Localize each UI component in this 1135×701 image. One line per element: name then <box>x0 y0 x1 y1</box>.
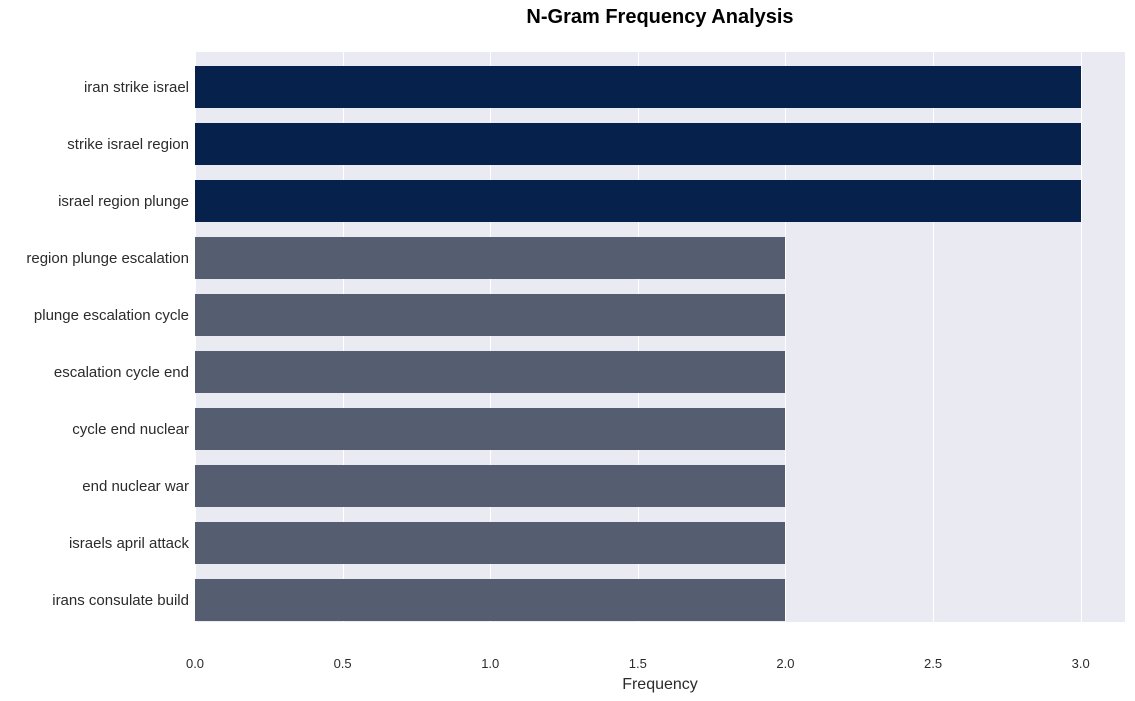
x-tick-label: 0.0 <box>186 656 204 671</box>
bar <box>195 522 785 564</box>
y-tick-label: irans consulate build <box>0 592 189 609</box>
y-tick-label: plunge escalation cycle <box>0 307 189 324</box>
x-tick-label: 1.0 <box>481 656 499 671</box>
plot-area <box>195 36 1125 646</box>
x-tick-label: 2.0 <box>776 656 794 671</box>
y-tick-label: strike israel region <box>0 136 189 153</box>
y-tick-label: escalation cycle end <box>0 364 189 381</box>
bar <box>195 66 1081 108</box>
x-tick-label: 2.5 <box>924 656 942 671</box>
y-tick-label: region plunge escalation <box>0 250 189 267</box>
bar <box>195 123 1081 165</box>
bar <box>195 351 785 393</box>
y-tick-label: israel region plunge <box>0 193 189 210</box>
y-tick-label: cycle end nuclear <box>0 421 189 438</box>
bar <box>195 465 785 507</box>
x-tick-label: 0.5 <box>334 656 352 671</box>
x-tick-label: 1.5 <box>629 656 647 671</box>
y-tick-label: iran strike israel <box>0 79 189 96</box>
bar <box>195 294 785 336</box>
bar <box>195 579 785 621</box>
x-axis-title: Frequency <box>195 676 1125 694</box>
x-gridline <box>1081 36 1082 646</box>
bar <box>195 237 785 279</box>
chart-title: N-Gram Frequency Analysis <box>195 6 1125 29</box>
bar <box>195 408 785 450</box>
bar <box>195 180 1081 222</box>
x-tick-label: 3.0 <box>1072 656 1090 671</box>
ngram-chart: N-Gram Frequency Analysis iran strike is… <box>0 0 1135 701</box>
y-tick-label: israels april attack <box>0 535 189 552</box>
y-tick-label: end nuclear war <box>0 478 189 495</box>
